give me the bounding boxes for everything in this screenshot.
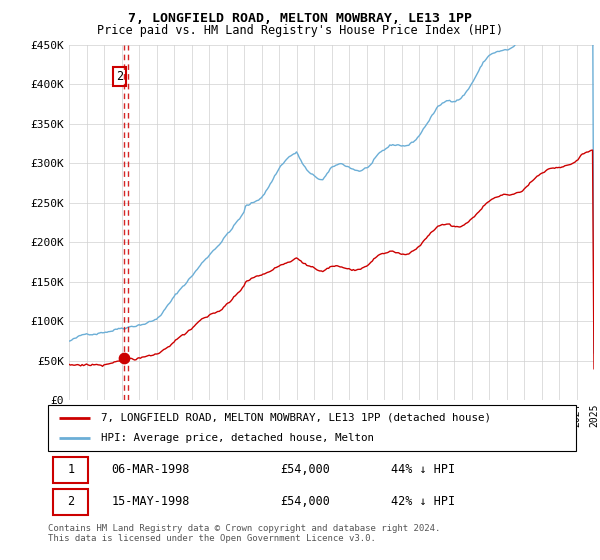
- Text: HPI: Average price, detached house, Melton: HPI: Average price, detached house, Melt…: [101, 433, 374, 444]
- Text: Price paid vs. HM Land Registry's House Price Index (HPI): Price paid vs. HM Land Registry's House …: [97, 24, 503, 36]
- Text: 06-MAR-1998: 06-MAR-1998: [112, 463, 190, 476]
- Text: 42% ↓ HPI: 42% ↓ HPI: [391, 496, 455, 508]
- Text: 44% ↓ HPI: 44% ↓ HPI: [391, 463, 455, 476]
- Text: 7, LONGFIELD ROAD, MELTON MOWBRAY, LE13 1PP (detached house): 7, LONGFIELD ROAD, MELTON MOWBRAY, LE13 …: [101, 413, 491, 423]
- FancyBboxPatch shape: [48, 405, 576, 451]
- Text: 7, LONGFIELD ROAD, MELTON MOWBRAY, LE13 1PP: 7, LONGFIELD ROAD, MELTON MOWBRAY, LE13 …: [128, 12, 472, 25]
- Text: Contains HM Land Registry data © Crown copyright and database right 2024.
This d: Contains HM Land Registry data © Crown c…: [48, 524, 440, 543]
- Point: [119, 353, 129, 362]
- FancyBboxPatch shape: [53, 489, 88, 515]
- Text: £54,000: £54,000: [280, 496, 330, 508]
- Text: £54,000: £54,000: [280, 463, 330, 476]
- Text: 2: 2: [67, 496, 74, 508]
- Text: 1: 1: [67, 463, 74, 476]
- Text: 2: 2: [116, 70, 123, 83]
- FancyBboxPatch shape: [53, 457, 88, 483]
- Text: 15-MAY-1998: 15-MAY-1998: [112, 496, 190, 508]
